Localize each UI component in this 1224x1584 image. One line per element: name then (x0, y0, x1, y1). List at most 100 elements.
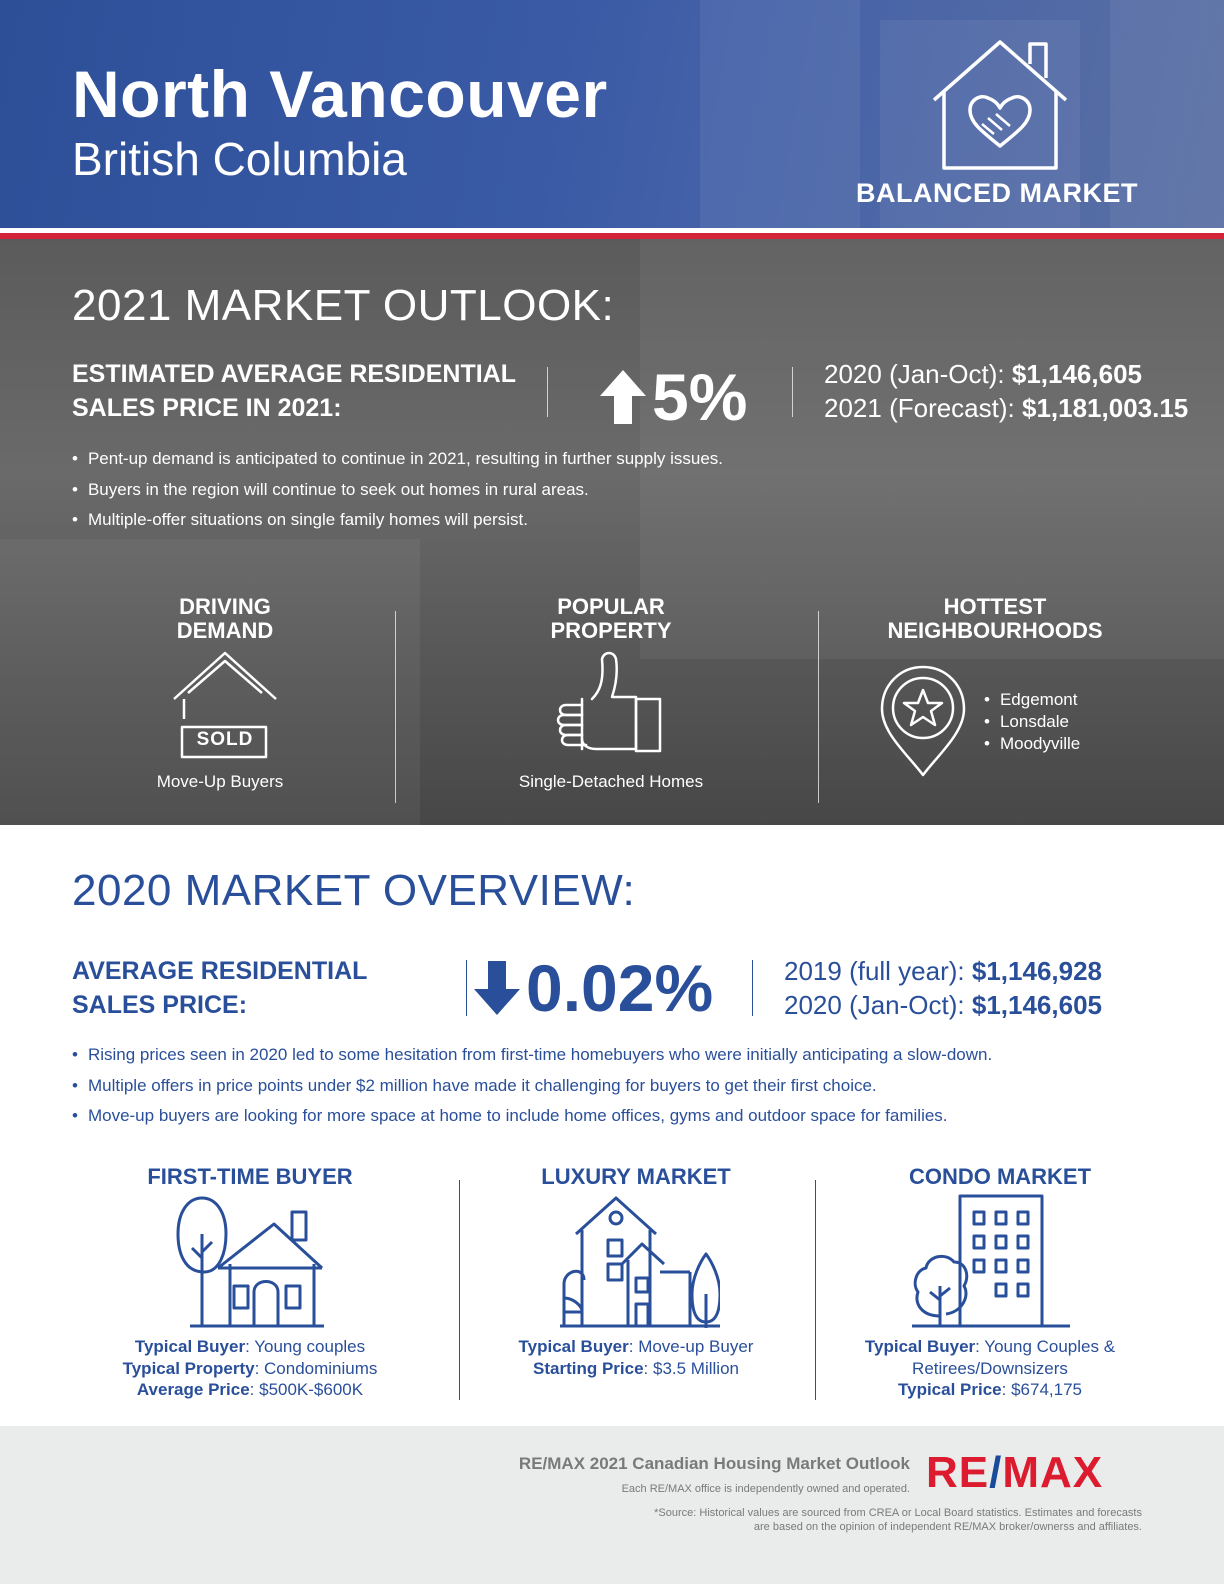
condo-l3-label: Typical Price (898, 1380, 1002, 1399)
condo-l1-value: : Young Couples & (975, 1337, 1116, 1356)
first-time-buyer-info: Typical Buyer: Young couples Typical Pro… (80, 1336, 420, 1401)
condo-building-icon (912, 1194, 1070, 1328)
luxury-home-icon (560, 1196, 720, 1328)
overview-price-label-line2: SALES PRICE: (72, 991, 248, 1019)
overview-line2-value: $1,146,605 (971, 990, 1102, 1020)
first-time-l2-label: Typical Property (122, 1358, 255, 1378)
star-pin-icon (880, 665, 966, 777)
outlook-bullets: Pent-up demand is anticipated to continu… (72, 444, 723, 536)
condo-market-title: CONDO MARKET (908, 1164, 1092, 1189)
condo-l1-label: Typical Buyer (864, 1337, 976, 1356)
footer-source-line1: *Source: Historical values are sourced f… (654, 1507, 1142, 1519)
divider (395, 611, 396, 803)
outlook-price-label-line1: ESTIMATED AVERAGE RESIDENTIAL (72, 360, 517, 388)
overview-price-label-line1: AVERAGE RESIDENTIAL (72, 957, 368, 985)
first-time-l1-label: Typical Buyer (134, 1337, 246, 1356)
sold-house-icon (173, 651, 277, 759)
luxury-l1-value: : Move-up Buyer (628, 1337, 754, 1356)
condo-l2-text: Retirees/Downsizers (912, 1358, 1068, 1378)
neighbourhood-list: Edgemont Lonsdale Moodyville (984, 689, 1080, 755)
outlook-line2-value: $1,181,003.15 (1021, 393, 1189, 423)
divider (792, 367, 793, 417)
overview-price-label: AVERAGE RESIDENTIAL SALES PRICE: (72, 954, 367, 1022)
logo-left: RE (926, 1448, 990, 1497)
overview-price-values: 2019 (full year): $1,146,928 2020 (Jan-O… (784, 954, 1102, 1022)
divider (459, 1180, 460, 1400)
first-time-l1-value: : Young couples (245, 1337, 366, 1356)
list-item: Buyers in the region will continue to se… (72, 475, 723, 506)
background-building (640, 239, 1224, 659)
logo-right: MAX (1002, 1448, 1104, 1497)
outlook-line1-value: $1,146,605 (1011, 359, 1142, 389)
list-item: Moodyville (984, 733, 1080, 755)
outlook-change: 5% (600, 359, 747, 435)
footer-source-line2: are based on the opinion of independent … (753, 1521, 1142, 1533)
overview-line2-label: 2020 (Jan-Oct): (784, 990, 972, 1020)
divider (815, 1180, 816, 1400)
footer: RE/MAX 2021 Canadian Housing Market Outl… (0, 1426, 1224, 1584)
luxury-l1-label: Typical Buyer (518, 1337, 629, 1356)
header-banner: North Vancouver British Columbia BALANCE… (0, 0, 1224, 228)
arrow-up-icon (600, 370, 646, 424)
list-item: Lonsdale (984, 711, 1080, 733)
driving-demand-caption: Move-Up Buyers (156, 772, 284, 791)
hottest-neighbourhoods-title-line1: HOTTEST (943, 594, 1047, 619)
list-item: Edgemont (984, 689, 1080, 711)
popular-property-caption: Single-Detached Homes (518, 772, 704, 791)
first-time-l3-value: : $500K-$600K (249, 1380, 364, 1399)
luxury-market-info: Typical Buyer: Move-up Buyer Starting Pr… (466, 1336, 806, 1379)
divider (752, 960, 753, 1016)
list-item: Multiple offers in price points under $2… (72, 1071, 992, 1102)
outlook-line2-label: 2021 (Forecast): (824, 393, 1022, 423)
stripe-white (0, 228, 1224, 233)
luxury-l2-label: Starting Price (533, 1358, 644, 1378)
luxury-l2-value: : $3.5 Million (643, 1358, 739, 1378)
outlook-price-label-line2: SALES PRICE IN 2021: (72, 394, 342, 422)
luxury-market-title: LUXURY MARKET (541, 1164, 731, 1189)
first-time-l2-value: : Condominiums (254, 1358, 378, 1378)
list-item: Pent-up demand is anticipated to continu… (72, 444, 723, 475)
outlook-section: 2021 MARKET OUTLOOK: ESTIMATED AVERAGE R… (0, 239, 1224, 825)
background-trees (0, 539, 420, 825)
overview-line1-label: 2019 (full year): (784, 956, 972, 986)
outlook-change-value: 5% (652, 360, 748, 434)
arrow-down-icon (474, 961, 520, 1015)
divider (466, 960, 467, 1016)
outlook-heading: 2021 MARKET OUTLOOK: (72, 281, 615, 330)
overview-change: 0.02% (474, 950, 713, 1026)
popular-property-title: POPULAR PROPERTY (486, 595, 736, 643)
list-item: Rising prices seen in 2020 led to some h… (72, 1040, 992, 1071)
driving-demand-title-line2: DEMAND (176, 618, 274, 643)
outlook-price-values: 2020 (Jan-Oct): $1,146,605 2021 (Forecas… (824, 357, 1188, 425)
first-time-l3-label: Average Price (136, 1380, 250, 1399)
overview-heading: 2020 MARKET OVERVIEW: (72, 866, 636, 915)
outlook-line1-label: 2020 (Jan-Oct): (824, 359, 1012, 389)
divider (547, 367, 548, 417)
remax-logo: RE/MAX (926, 1448, 1103, 1498)
condo-l3-value: : $674,175 (1001, 1380, 1082, 1399)
divider (818, 611, 819, 803)
sold-sign-text: SOLD (196, 729, 254, 750)
popular-property-title-line2: PROPERTY (550, 618, 672, 643)
overview-bullets: Rising prices seen in 2020 led to some h… (72, 1040, 992, 1132)
overview-line1-value: $1,146,928 (971, 956, 1103, 986)
thumbs-up-icon (556, 651, 662, 753)
condo-market-info: Typical Buyer: Young Couples & Retirees/… (820, 1336, 1160, 1401)
footer-source-note: *Source: Historical values are sourced f… (654, 1506, 1142, 1534)
list-item: Move-up buyers are looking for more spac… (72, 1101, 992, 1132)
hottest-neighbourhoods-title-line2: NEIGHBOURHOODS (887, 618, 1103, 643)
footer-report-title: RE/MAX 2021 Canadian Housing Market Outl… (518, 1454, 910, 1473)
driving-demand-title: DRIVING DEMAND (100, 595, 350, 643)
hottest-neighbourhoods-title: HOTTEST NEIGHBOURHOODS (860, 595, 1130, 643)
driving-demand-title-line1: DRIVING (179, 594, 271, 619)
handshake-house-icon (932, 40, 1068, 170)
first-time-buyer-title: FIRST-TIME BUYER (147, 1164, 353, 1189)
overview-change-value: 0.02% (526, 951, 714, 1025)
market-status-label: BALANCED MARKET (856, 178, 1138, 208)
footer-disclaimer: Each RE/MAX office is independently owne… (621, 1483, 910, 1495)
background-building (1110, 0, 1224, 228)
page-title: North Vancouver (72, 57, 608, 131)
background-building (700, 0, 860, 228)
outlook-price-label: ESTIMATED AVERAGE RESIDENTIAL SALES PRIC… (72, 357, 542, 425)
list-item: Multiple-offer situations on single fami… (72, 505, 723, 536)
